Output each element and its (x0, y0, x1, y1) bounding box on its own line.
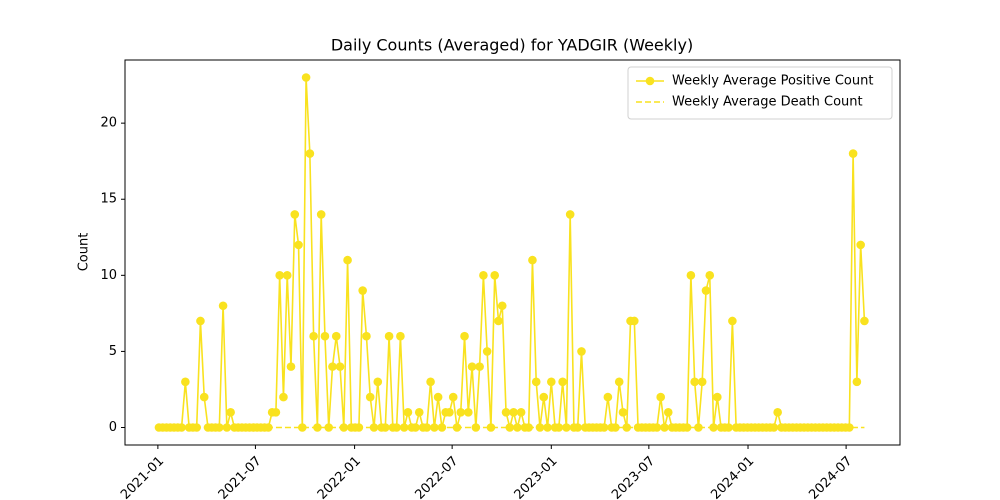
data-point (845, 423, 854, 432)
data-point (426, 377, 435, 387)
data-point (298, 423, 307, 432)
data-point (414, 407, 424, 417)
legend: Weekly Average Positive Count Weekly Aver… (627, 66, 893, 120)
data-point (603, 392, 613, 402)
y-tick-label: 15 (100, 192, 117, 207)
data-point (565, 210, 575, 219)
data-point (558, 377, 567, 387)
data-point (460, 331, 469, 341)
y-tick-label: 0 (109, 420, 117, 435)
legend-marker (645, 76, 655, 86)
data-point (728, 316, 737, 326)
data-point (618, 407, 628, 417)
y-tick-label: 5 (109, 344, 117, 359)
data-point (852, 377, 862, 387)
data-point (316, 210, 326, 219)
data-point (279, 392, 288, 402)
data-point (701, 286, 711, 295)
data-point (486, 423, 496, 432)
data-point (433, 392, 443, 402)
data-point (464, 407, 473, 417)
data-point (275, 271, 284, 280)
data-point (656, 392, 666, 402)
data-point (622, 423, 632, 432)
data-point (547, 377, 556, 387)
data-point (475, 362, 484, 371)
data-point (282, 271, 292, 280)
data-point (309, 331, 318, 341)
data-point (467, 362, 477, 371)
data-point (686, 271, 696, 280)
data-point (226, 407, 235, 417)
data-point (531, 377, 541, 387)
data-point (218, 301, 228, 311)
data-point (860, 316, 869, 326)
data-point (611, 423, 620, 432)
data-point (848, 149, 858, 158)
data-point (320, 331, 330, 341)
data-point (373, 377, 383, 387)
data-point (369, 423, 379, 432)
data-point (773, 407, 782, 417)
data-point (456, 407, 466, 417)
data-point (501, 407, 511, 417)
data-point (328, 362, 337, 371)
data-point (694, 423, 703, 432)
chart-title: Daily Counts (Averaged) for YADGIR (Week… (331, 36, 693, 55)
y-tick-label: 10 (100, 268, 117, 283)
data-point (528, 255, 537, 265)
data-point (343, 255, 352, 265)
data-point (630, 316, 639, 326)
data-point (479, 271, 488, 280)
data-point (697, 377, 707, 387)
data-point (445, 407, 454, 417)
data-point (690, 377, 699, 387)
data-point (286, 362, 296, 371)
data-point (856, 240, 865, 250)
legend-label: Weekly Average Death Count (672, 95, 863, 110)
data-point (448, 392, 458, 402)
y-tick-label: 20 (100, 116, 117, 131)
data-point (705, 271, 715, 280)
data-point (497, 301, 507, 311)
data-point (403, 407, 413, 417)
data-point (215, 423, 224, 432)
data-point (482, 347, 492, 356)
plot-frame (124, 59, 901, 446)
data-point (577, 347, 586, 356)
data-point (539, 392, 549, 402)
data-point (271, 407, 281, 417)
data-point (358, 286, 367, 295)
data-point (290, 210, 300, 219)
data-point (509, 407, 518, 417)
data-point (331, 331, 341, 341)
data-point (516, 407, 526, 417)
data-point (490, 271, 500, 280)
data-point (384, 331, 394, 341)
data-point (181, 377, 190, 387)
data-point (196, 316, 205, 326)
data-point (712, 392, 722, 402)
data-point (305, 149, 315, 158)
data-point (294, 240, 303, 250)
data-point (505, 423, 515, 432)
data-point (663, 407, 673, 417)
data-point (301, 73, 311, 82)
data-point (614, 377, 624, 387)
data-point (422, 423, 432, 432)
legend-box (627, 66, 893, 120)
y-axis-label: Count (77, 233, 92, 272)
data-point (335, 362, 345, 371)
legend-label: Weekly Average Positive Count (672, 74, 873, 89)
data-point (365, 392, 375, 402)
data-point (513, 423, 522, 432)
data-point (682, 423, 692, 432)
data-point (396, 331, 405, 341)
data-point (494, 316, 503, 326)
data-point (362, 331, 371, 341)
data-point (199, 392, 209, 402)
data-point (324, 423, 334, 432)
